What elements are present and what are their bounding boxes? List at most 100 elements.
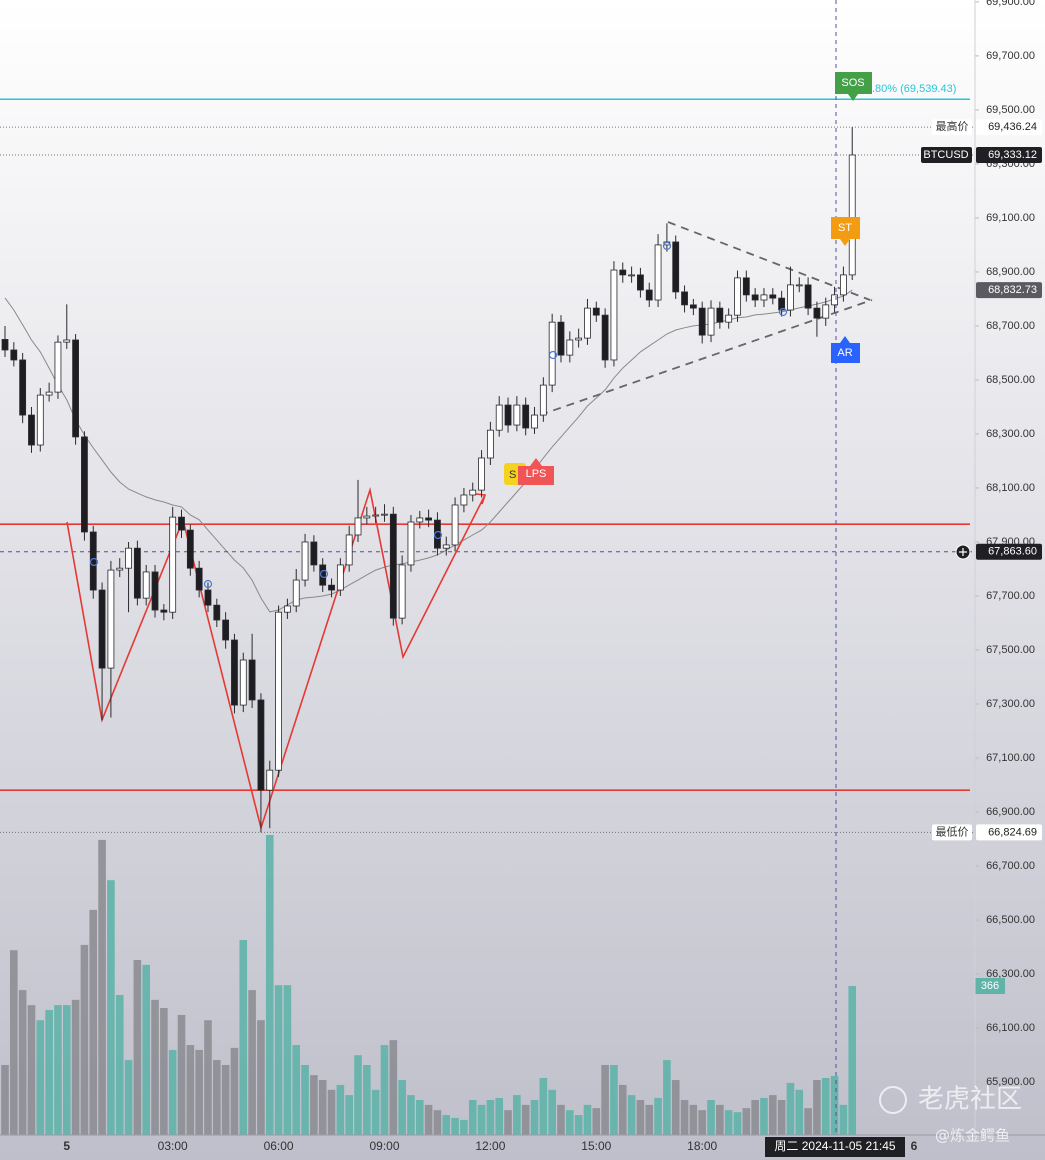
volume-bar xyxy=(574,1115,583,1135)
volume-bar xyxy=(398,1080,406,1135)
volume-bar xyxy=(707,1099,715,1135)
volume-bar xyxy=(318,1080,327,1135)
volume-bar xyxy=(539,1078,548,1135)
volume-bar xyxy=(257,1020,265,1135)
volume-bar xyxy=(380,1045,389,1135)
arrow-head xyxy=(475,493,487,505)
candles xyxy=(1,127,856,833)
candle-body xyxy=(19,359,27,416)
volume-bar xyxy=(821,1078,830,1135)
volume-bar xyxy=(292,1045,301,1135)
candle-body xyxy=(469,489,477,496)
volume-pane xyxy=(1,835,857,1135)
volume-bar xyxy=(80,944,89,1135)
time-axis: 5 03:00 06:00 09:00 12:00 15:00 18:00 6 xyxy=(63,1139,917,1153)
volume-bar xyxy=(18,990,27,1135)
price-label-box xyxy=(976,824,1042,841)
markers xyxy=(89,241,788,589)
crosshair-time: 周二 2024-11-05 21:45 xyxy=(774,1139,896,1153)
candle-body xyxy=(1,339,9,351)
candle-body xyxy=(619,269,627,276)
volume-bar xyxy=(504,1110,512,1135)
signal-label: SOS xyxy=(841,77,864,89)
marker xyxy=(89,557,99,567)
candle-body xyxy=(425,517,433,521)
candle-body xyxy=(769,294,777,299)
price-title: 最低价 xyxy=(936,825,969,838)
marker xyxy=(203,579,213,589)
candle-body xyxy=(160,609,168,613)
candle-body xyxy=(107,569,115,669)
volume-bar xyxy=(848,986,857,1135)
y-tick-label: 67,700.00 xyxy=(986,590,1035,602)
x-tick-label: 6 xyxy=(911,1139,918,1153)
volume-bar xyxy=(71,999,80,1135)
volume-bar xyxy=(221,1064,230,1135)
volume-bar xyxy=(645,1104,654,1135)
volume-bar xyxy=(283,985,292,1135)
candle-body xyxy=(301,541,309,581)
candle-body xyxy=(787,284,794,311)
volume-bar xyxy=(442,1115,451,1135)
y-tick-label: 69,700.00 xyxy=(986,50,1035,62)
candle-body xyxy=(407,521,415,566)
y-tick-label: 68,300.00 xyxy=(986,428,1035,440)
volume-bar xyxy=(495,1097,504,1135)
volume-bar xyxy=(583,1104,592,1135)
marker xyxy=(319,569,329,579)
volume-bar xyxy=(733,1112,742,1135)
candle-body xyxy=(601,314,609,361)
candle-body xyxy=(442,544,450,549)
candle-body xyxy=(45,391,53,396)
y-tick-label: 68,500.00 xyxy=(986,374,1035,386)
candle-body xyxy=(839,274,847,296)
signal-st: ST xyxy=(831,217,860,246)
volume-bar xyxy=(795,1089,804,1135)
candle-body xyxy=(81,436,88,533)
volume-bar xyxy=(354,1055,362,1135)
candle-body xyxy=(266,769,274,791)
candle-body xyxy=(142,571,150,599)
volume-bar xyxy=(248,990,256,1135)
y-tick-label: 66,500.00 xyxy=(986,914,1035,926)
volume-bar xyxy=(557,1104,565,1135)
volume-bar xyxy=(477,1104,486,1135)
candle-body xyxy=(186,529,194,569)
candle-body xyxy=(513,404,521,426)
volume-bar xyxy=(716,1104,724,1135)
volume-bar xyxy=(363,1064,371,1135)
volume-bar xyxy=(610,1064,618,1135)
volume-bar xyxy=(601,1064,609,1135)
candle-body xyxy=(354,517,362,536)
candle-body xyxy=(689,304,697,309)
candle-body xyxy=(434,519,441,549)
volume-bar xyxy=(36,1020,45,1135)
candle-body xyxy=(195,567,203,591)
candle-body xyxy=(725,314,733,323)
volume-label: 366 xyxy=(981,980,999,992)
volume-bar xyxy=(530,1099,539,1135)
candle-body xyxy=(637,274,644,291)
candle-body xyxy=(275,611,282,771)
candle-body xyxy=(751,294,759,301)
volume-bar xyxy=(671,1080,680,1135)
price-label-box xyxy=(976,119,1042,136)
author: @炼金鳄鱼 xyxy=(935,1127,1010,1145)
price-title-box xyxy=(932,824,972,841)
badge xyxy=(835,72,872,101)
y-tick-label: 66,700.00 xyxy=(986,860,1035,872)
price-label-box xyxy=(976,146,1042,163)
candle-body xyxy=(133,547,141,599)
candle-body xyxy=(257,699,265,791)
y-tick-label: 68,100.00 xyxy=(986,482,1035,494)
candle-body xyxy=(248,659,256,701)
candle-body xyxy=(831,294,838,306)
candle-body xyxy=(372,514,380,517)
crosshair-time-box xyxy=(765,1137,905,1157)
marker xyxy=(662,241,672,251)
candle-body xyxy=(804,284,812,309)
y-tick-label: 65,900.00 xyxy=(986,1076,1035,1088)
volume-bar xyxy=(742,1108,751,1135)
volume-bar xyxy=(151,999,159,1135)
